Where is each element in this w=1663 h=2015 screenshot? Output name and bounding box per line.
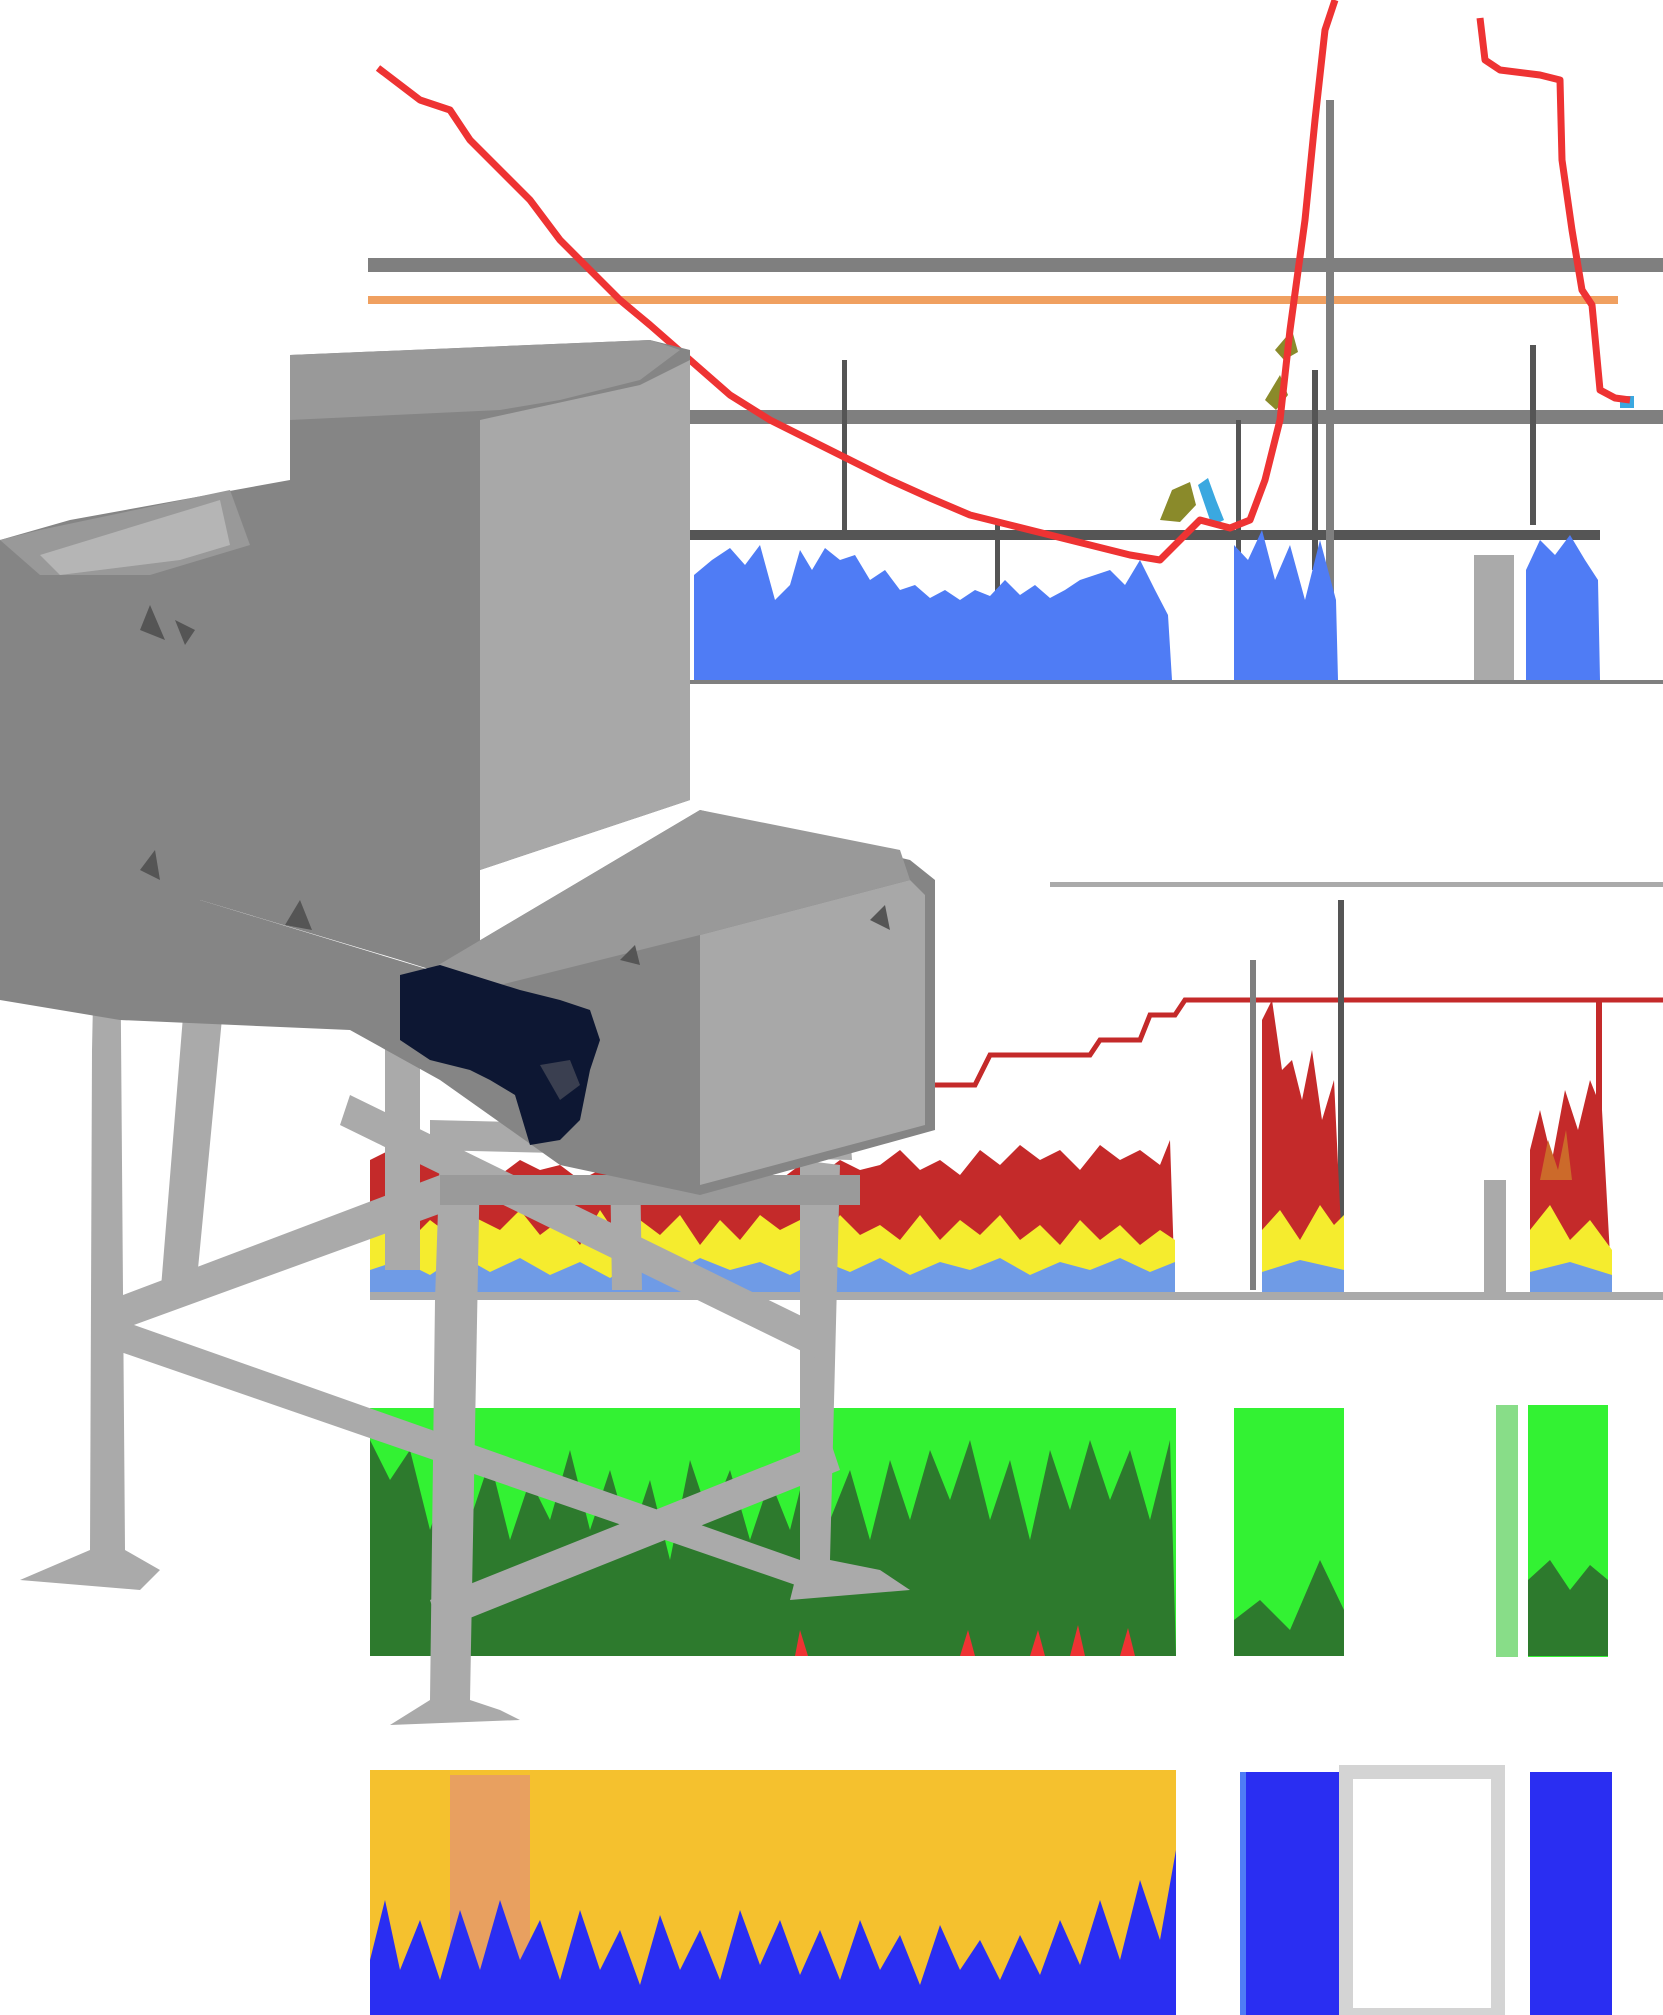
- green-panel: [370, 1405, 1608, 1657]
- machine-dark-opening: [400, 965, 600, 1145]
- gray-outline-box: [1339, 1765, 1505, 2015]
- blue-box-right: [1530, 1772, 1612, 2015]
- cyan-marker: [1198, 478, 1224, 526]
- spike: [1530, 345, 1536, 525]
- red-accent: [795, 1625, 1135, 1656]
- mid-top-line: [1050, 882, 1663, 887]
- spike: [995, 520, 1000, 610]
- machine-frame-legs: [20, 905, 910, 1725]
- olive-marker: [1160, 482, 1196, 522]
- spike: [1326, 100, 1334, 680]
- green-dark-area: [1234, 1560, 1344, 1656]
- blue-area-segment-2: [1234, 530, 1338, 680]
- top-panel: [368, 0, 1663, 684]
- low-gray-line: [690, 530, 1600, 540]
- blue-stack: [370, 1255, 1175, 1292]
- dark-red-step-line: [935, 997, 1663, 1088]
- top-orange-line: [368, 296, 1618, 304]
- green-dark-area: [1528, 1560, 1608, 1656]
- machine-hopper-top: [290, 340, 680, 420]
- spike: [1338, 900, 1344, 1290]
- top-gray-line: [368, 258, 1663, 272]
- machine-hopper-front: [480, 360, 690, 870]
- mid-base-line: [370, 1292, 1663, 1300]
- machine-opening-shade: [540, 1060, 580, 1100]
- gray-band-right: [1474, 555, 1514, 680]
- spike: [1312, 370, 1318, 570]
- machine-left-lip-shade: [40, 500, 230, 575]
- blue-box-left: [1242, 1772, 1342, 2015]
- machine: [0, 340, 935, 1725]
- red-curve: [375, 0, 1339, 564]
- blue-area-segment-3: [1526, 535, 1600, 680]
- blue-stack: [1530, 1262, 1612, 1292]
- blue-stack: [1262, 1260, 1344, 1292]
- red-curve-right: [1476, 17, 1631, 404]
- blue-box-edge: [1240, 1772, 1246, 2015]
- gray-band: [1484, 1180, 1506, 1292]
- bottom-panel: [370, 1765, 1612, 2015]
- spike: [1236, 420, 1241, 580]
- deep-blue-area: [370, 1850, 1176, 2015]
- spike: [1250, 960, 1256, 1290]
- mid-gray-line: [690, 410, 1663, 424]
- machine-chute-top: [430, 810, 910, 990]
- orange-accent: [1540, 1130, 1572, 1180]
- blue-area-segment-1: [694, 545, 1172, 680]
- spike: [842, 360, 847, 540]
- pale-green-strip: [1496, 1405, 1518, 1657]
- machine-chute-face: [700, 880, 925, 1185]
- baseline-line: [690, 680, 1663, 684]
